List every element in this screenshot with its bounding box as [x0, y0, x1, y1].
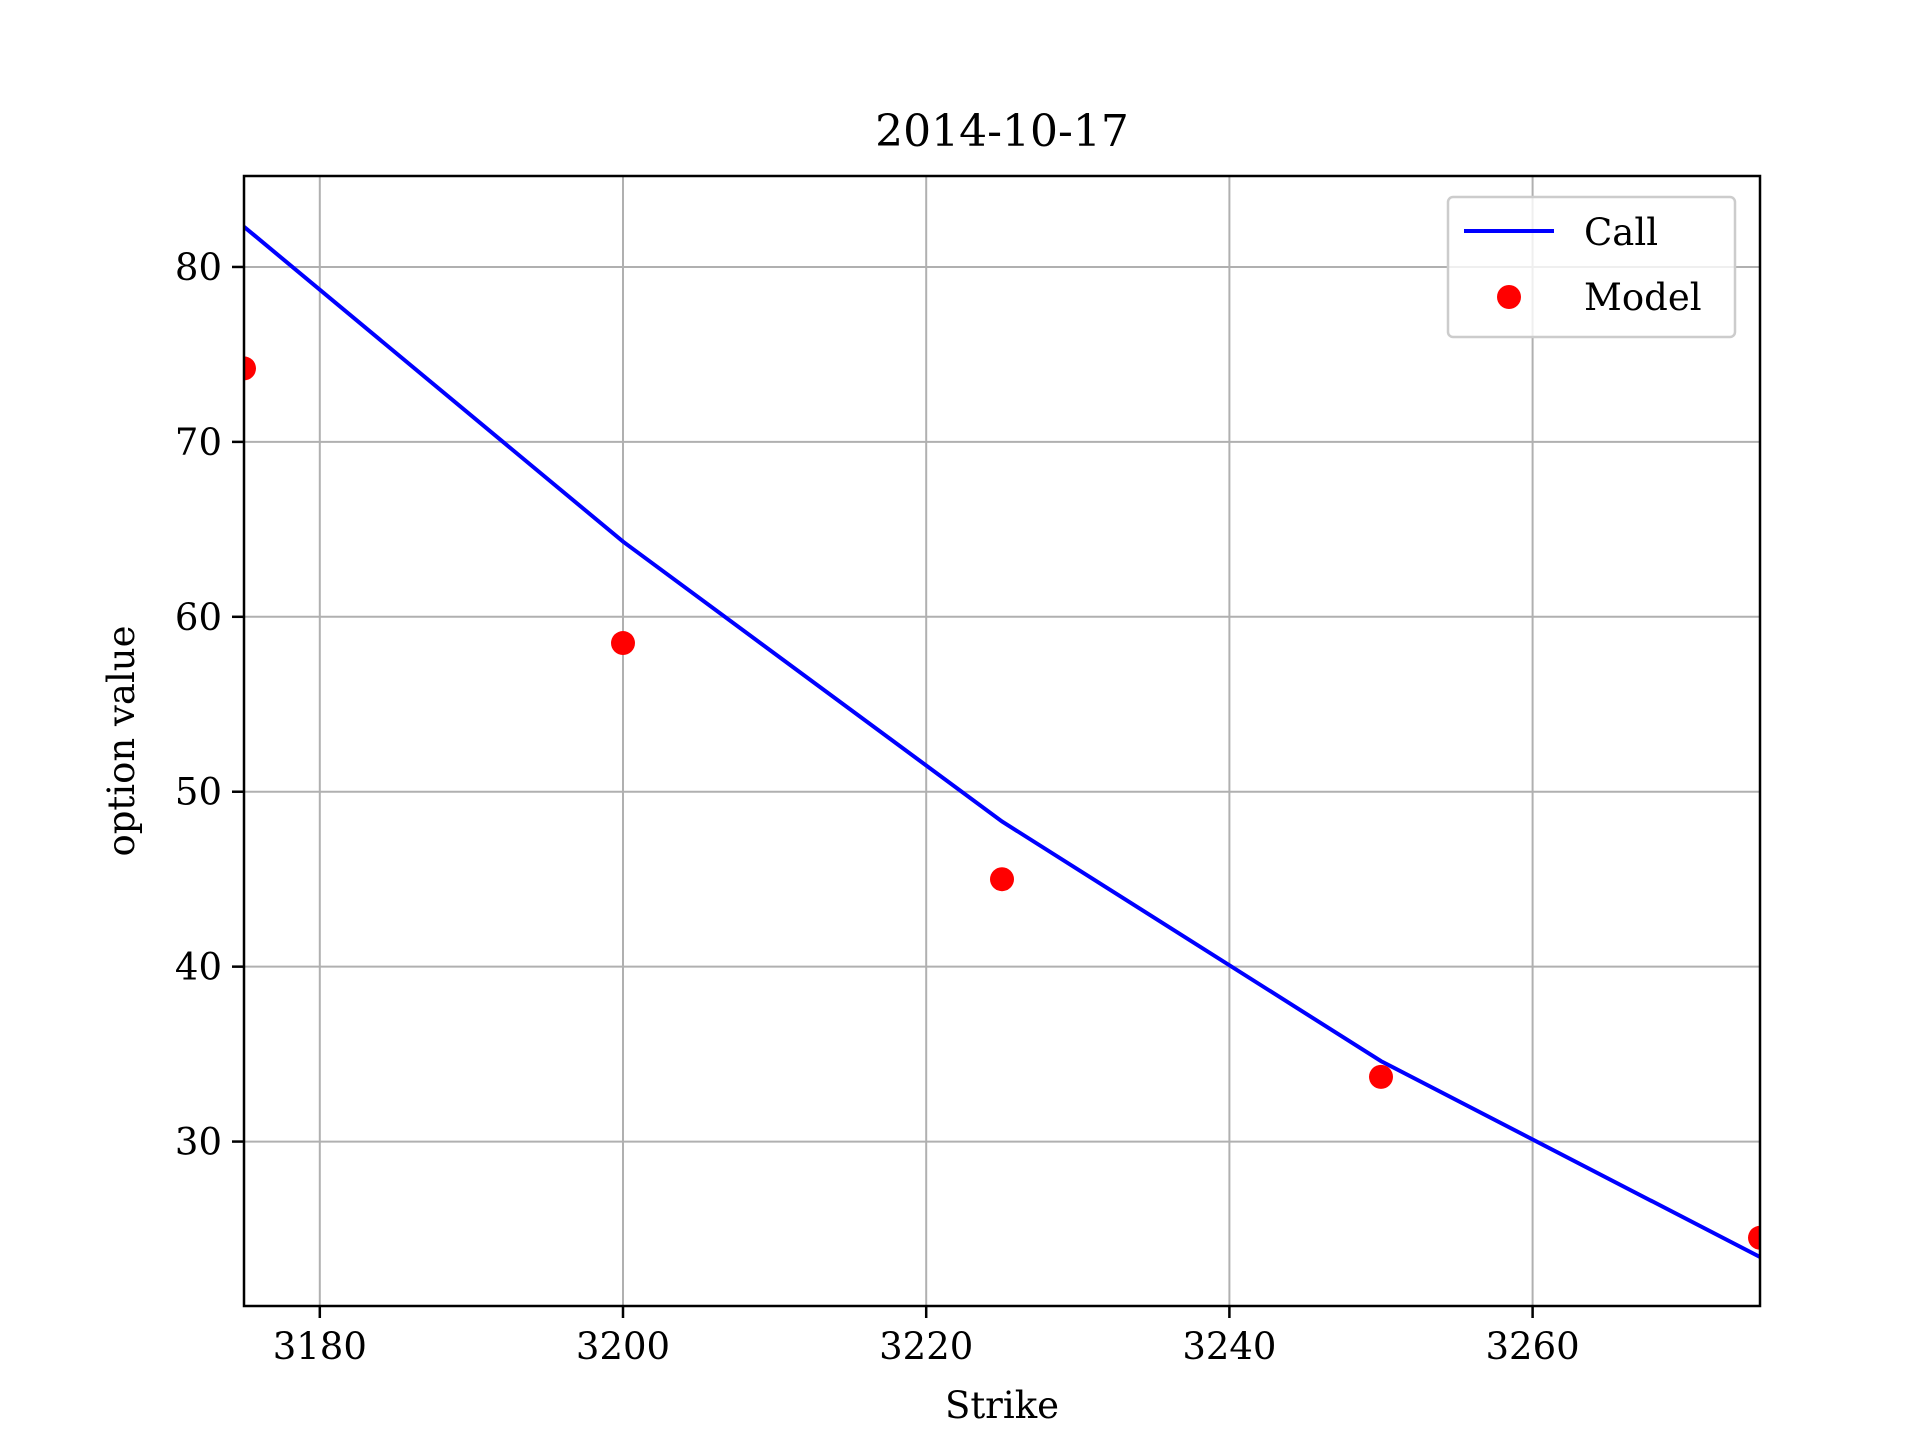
y-tick-label: 70 [175, 421, 222, 464]
x-tick-label: 3180 [273, 1325, 367, 1368]
plot-area [244, 225, 1760, 1259]
y-tick-label: 60 [175, 596, 222, 639]
legend: Call Model [1446, 195, 1737, 339]
call-series-line [244, 225, 1760, 1259]
legend-call-label: Call [1584, 211, 1658, 254]
chart-title: 2014-10-17 [875, 106, 1129, 157]
model-point [611, 631, 635, 656]
axes-frame [242, 174, 1762, 1308]
x-axis-label: Strike [945, 1384, 1059, 1427]
grid [244, 176, 1760, 1306]
model-point [244, 356, 256, 381]
x-tick-label: 3260 [1486, 1325, 1580, 1368]
ticks: 3180 3200 3220 3240 3260 30 40 50 60 70 80 [175, 246, 1580, 1368]
y-tick-label: 80 [175, 246, 222, 289]
model-point [990, 867, 1014, 892]
x-tick-label: 3200 [576, 1325, 670, 1368]
legend-model-swatch [1497, 285, 1521, 309]
model-point [1369, 1064, 1393, 1089]
model-point [1748, 1225, 1760, 1250]
y-tick-label: 40 [175, 946, 222, 989]
y-axis-label: option value [100, 625, 143, 856]
y-tick-label: 30 [175, 1121, 222, 1164]
x-tick-label: 3220 [879, 1325, 973, 1368]
y-tick-label: 50 [175, 771, 222, 814]
legend-model-label: Model [1584, 276, 1702, 319]
x-tick-label: 3240 [1182, 1325, 1276, 1368]
